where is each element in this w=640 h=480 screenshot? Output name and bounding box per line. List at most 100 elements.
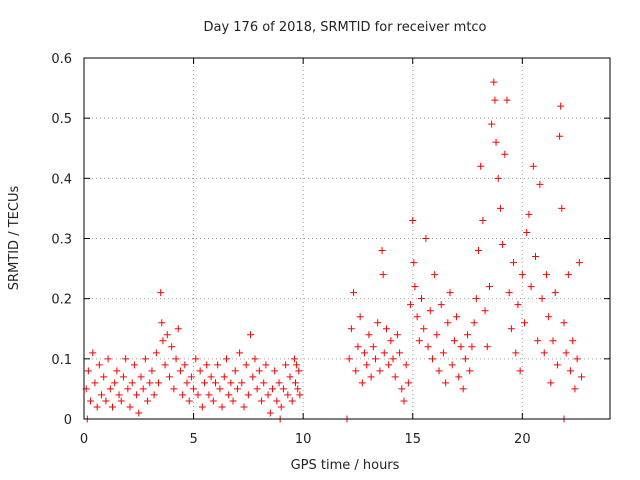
data-point [527,283,535,291]
data-point [382,325,390,333]
data-point [464,331,472,339]
data-point [190,385,198,393]
data-point [448,361,456,369]
data-point [557,102,565,110]
data-point [203,361,211,369]
data-point [279,385,287,393]
data-point [139,385,147,393]
data-point [222,355,230,363]
data-point [104,355,112,363]
data-point [176,367,184,375]
data-point [573,355,581,363]
data-point [488,120,496,128]
data-point [170,385,178,393]
data-point [400,397,408,405]
data-point [144,397,152,405]
data-point [231,367,239,375]
data-point [369,343,377,351]
data-point [100,373,108,381]
data-point [538,295,546,303]
data-point [404,379,412,387]
data-point [477,162,485,170]
x-tick-label: 15 [404,432,421,447]
data-point [475,247,482,255]
data-point [84,367,92,375]
data-point [157,289,165,297]
data-point [560,319,568,327]
data-point [523,228,531,236]
data-point [146,379,154,387]
data-point [363,361,371,369]
y-tick-label: 0.2 [51,293,72,308]
data-point [214,361,222,369]
data-point [194,391,202,399]
data-point [216,385,224,393]
data-point [347,325,355,333]
data-point [242,361,250,369]
x-axis-label: GPS time / hours [291,458,400,473]
data-point [87,397,95,405]
data-point [542,271,550,279]
data-point [192,355,200,363]
data-point [433,331,441,339]
y-tick-label: 0.5 [51,112,72,127]
data-point [578,373,586,381]
data-point [238,379,246,387]
data-point [387,337,395,345]
data-point [551,289,559,297]
data-point [453,313,461,321]
data-point [450,337,458,345]
data-point [271,367,279,375]
data-point [410,259,418,267]
data-point [198,403,206,411]
data-point [119,373,127,381]
data-point [220,373,228,381]
y-tick-label: 0.3 [51,233,72,248]
data-point [420,325,428,333]
data-point [396,349,404,357]
data-point [418,295,426,303]
data-point [102,397,110,405]
data-point [529,162,537,170]
data-point [428,355,436,363]
x-tick-label: 5 [189,432,197,447]
data-point [442,379,450,387]
data-point [290,355,298,363]
data-point [567,367,575,375]
y-tick-label: 0.4 [51,172,72,187]
data-point [174,325,182,333]
data-point [415,337,423,345]
data-point [133,391,141,399]
data-point [260,379,268,387]
data-point [536,180,544,188]
data-point [385,361,393,369]
data-point [379,271,387,279]
data-point [277,403,285,411]
data-point [225,391,233,399]
data-point [108,403,116,411]
data-point [201,379,209,387]
data-point [407,301,415,309]
chart-title: Day 176 of 2018, SRMTID for receiver mtc… [203,20,486,35]
data-point [255,367,263,375]
data-point [558,204,566,212]
data-point [389,355,397,363]
data-point [507,325,515,333]
data-point [288,397,296,405]
data-point [468,343,476,351]
data-point [294,385,302,393]
data-point [212,379,219,387]
data-point [496,204,504,212]
data-point [444,319,452,327]
data-point [358,379,366,387]
data-point [148,367,156,375]
data-point [365,331,373,339]
data-point [113,367,121,375]
data-point [161,361,169,369]
data-point [275,379,283,387]
data-point [106,385,114,393]
data-point [207,373,215,381]
data-point [233,385,241,393]
y-axis-label: SRMTID / TECUs [7,186,22,291]
